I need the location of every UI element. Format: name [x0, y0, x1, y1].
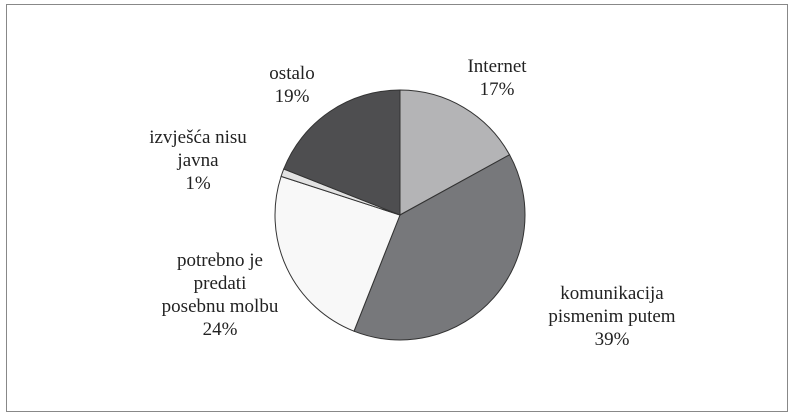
category-label: Internet	[467, 56, 527, 77]
category-label: ostalo	[269, 63, 315, 84]
slice-label: ostalo 19%	[269, 62, 314, 108]
pie-slice	[353, 154, 526, 341]
category-label: komunikacija pismenim putem	[548, 283, 676, 327]
slice-label: potrebno je predati posebnu molbu 24%	[162, 249, 279, 341]
category-label: potrebno je predati posebnu molbu	[161, 250, 279, 317]
category-label: izvješća nisu javna	[149, 127, 247, 171]
pie-slice	[283, 89, 401, 216]
slice-label: izvješća nisu javna 1%	[149, 126, 247, 195]
value-label: 1%	[185, 173, 211, 194]
slice-label: Internet 17%	[467, 55, 526, 101]
value-label: 19%	[274, 86, 310, 107]
frame	[6, 4, 788, 412]
value-label: 39%	[594, 329, 630, 350]
pie-slice	[399, 89, 511, 216]
pie-slice	[274, 175, 401, 332]
value-label: 24%	[202, 319, 238, 340]
slice-label: komunikacija pismenim putem 39%	[548, 282, 675, 351]
value-label: 17%	[479, 79, 515, 100]
